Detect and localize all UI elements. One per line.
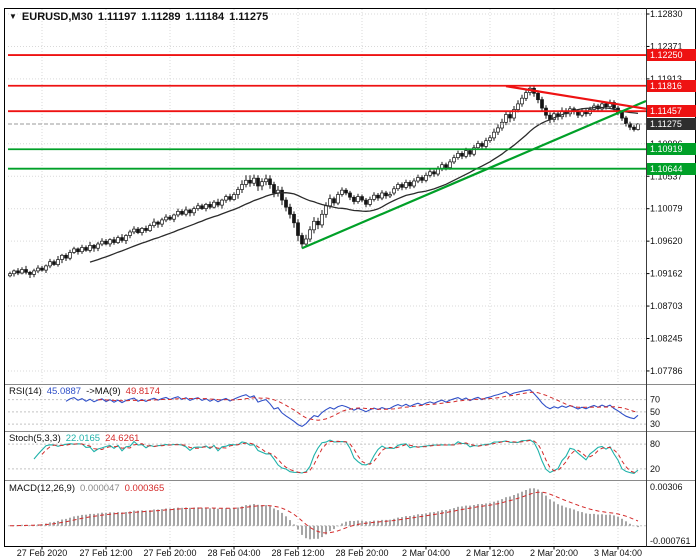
stochastic-indicator-label: Stoch(5,3,3) 22.0165 24.6261 xyxy=(9,433,144,444)
symbol-timeframe: EURUSD,M30 xyxy=(21,11,93,23)
svg-text:28 Feb 12:00: 28 Feb 12:00 xyxy=(271,548,324,558)
trendlines[interactable] xyxy=(301,85,647,250)
svg-text:1.12830: 1.12830 xyxy=(650,9,683,19)
macd-signal-value: 0.000365 xyxy=(124,483,165,494)
rsi-value: 45.0887 xyxy=(46,386,82,397)
rsi-panel: 70 50 30 xyxy=(8,389,660,429)
time-axis[interactable]: 27 Feb 2020 27 Feb 12:00 27 Feb 20:00 28 Fe… xyxy=(17,546,642,559)
svg-text:1.12371: 1.12371 xyxy=(650,41,683,51)
svg-text:3 Mar 04:00: 3 Mar 04:00 xyxy=(594,548,642,558)
macd-name: MACD(12,26,9) xyxy=(9,483,75,494)
svg-text:70: 70 xyxy=(650,395,660,405)
candlesticks xyxy=(8,85,640,278)
svg-text:28 Feb 04:00: 28 Feb 04:00 xyxy=(207,548,260,558)
svg-text:27 Feb 20:00: 27 Feb 20:00 xyxy=(143,548,196,558)
current-price-badge: 1.11275 xyxy=(647,118,696,130)
svg-text:2 Mar 20:00: 2 Mar 20:00 xyxy=(530,548,578,558)
svg-text:20: 20 xyxy=(650,464,660,474)
stoch-signal-value: 24.6261 xyxy=(105,433,140,444)
ohlc-open: 1.11197 xyxy=(97,11,137,23)
resistance-price-badge-2: 1.11816 xyxy=(647,80,696,92)
stoch-name: Stoch(5,3,3) xyxy=(9,433,61,444)
support-price-badge-2: 1.10644 xyxy=(647,163,696,175)
chart-title: ▼ EURUSD,M30 1.11197 1.11289 1.11184 1.11275 xyxy=(9,11,273,23)
panel-frame xyxy=(4,8,696,547)
macd-indicator-label: MACD(12,26,9) 0.000047 0.000365 xyxy=(9,483,169,494)
svg-text:1.10537: 1.10537 xyxy=(650,171,683,181)
svg-text:2 Mar 04:00: 2 Mar 04:00 xyxy=(402,548,450,558)
svg-text:0.00306: 0.00306 xyxy=(650,482,683,492)
svg-text:1.09162: 1.09162 xyxy=(650,269,683,279)
resistance-price-badge-1: 1.12250 xyxy=(647,49,696,61)
rsi-name: RSI(14) xyxy=(9,386,42,397)
rsi-ma-name: ->MA(9) xyxy=(86,386,121,397)
stoch-value: 22.0165 xyxy=(65,433,101,444)
svg-text:27 Feb 12:00: 27 Feb 12:00 xyxy=(79,548,132,558)
stochastic-panel: 80 20 xyxy=(8,439,660,474)
ohlc-close: 1.11275 xyxy=(229,11,269,23)
support-price-badge-1: 1.10919 xyxy=(647,143,696,155)
svg-text:30: 30 xyxy=(650,419,660,429)
svg-text:50: 50 xyxy=(650,407,660,417)
svg-text:27 Feb 2020: 27 Feb 2020 xyxy=(17,548,68,558)
horizontal-level-lines[interactable] xyxy=(8,54,646,170)
svg-text:1.08703: 1.08703 xyxy=(650,301,683,311)
svg-text:1.08245: 1.08245 xyxy=(650,334,683,344)
svg-text:-0.000761: -0.000761 xyxy=(650,536,691,546)
rsi-indicator-label: RSI(14) 45.0887 ->MA(9) 49.8174 xyxy=(9,386,165,397)
grid-lines xyxy=(8,9,646,546)
svg-text:1.11913: 1.11913 xyxy=(650,74,682,84)
resistance-price-badge-3: 1.11457 xyxy=(647,105,696,117)
svg-text:80: 80 xyxy=(650,439,660,449)
chart-dropdown-icon[interactable]: ▼ xyxy=(9,12,17,21)
svg-text:28 Feb 20:00: 28 Feb 20:00 xyxy=(335,548,388,558)
rsi-ma-value: 49.8174 xyxy=(125,386,160,397)
moving-average-line xyxy=(89,106,639,263)
macd-value: 0.000047 xyxy=(80,483,120,494)
price-axis[interactable]: 1.128301.123711.119131.114541.109961.105… xyxy=(646,9,683,376)
svg-text:1.09620: 1.09620 xyxy=(650,236,683,246)
ohlc-high: 1.11289 xyxy=(141,11,181,23)
ohlc-low: 1.11184 xyxy=(185,11,225,23)
macd-panel: 0.00306 -0.000761 xyxy=(8,482,691,546)
svg-text:2 Mar 12:00: 2 Mar 12:00 xyxy=(466,548,514,558)
svg-text:1.07786: 1.07786 xyxy=(650,366,683,376)
svg-text:1.10079: 1.10079 xyxy=(650,204,683,214)
